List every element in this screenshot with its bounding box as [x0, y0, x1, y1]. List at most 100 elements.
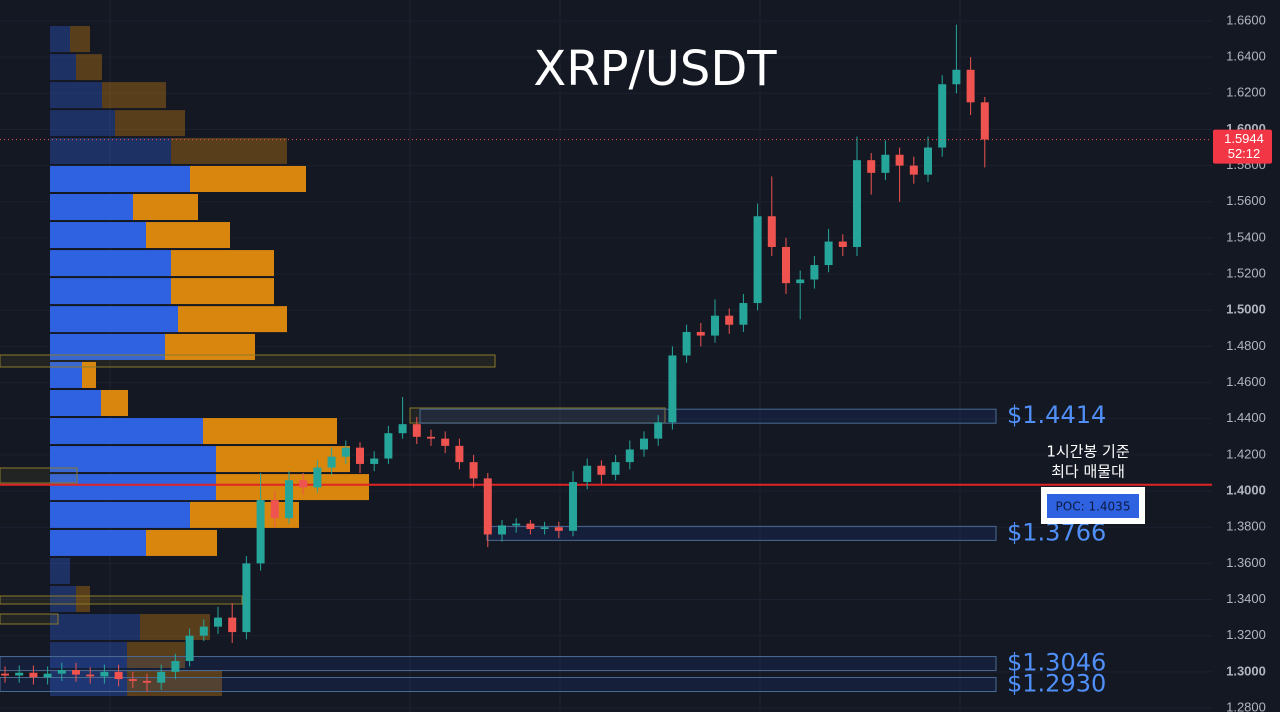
candle-body	[767, 216, 776, 247]
candle-body	[15, 672, 24, 676]
y-tick-label: 1.3800	[1226, 519, 1266, 534]
level-box	[486, 525, 997, 541]
profile-sell	[171, 278, 274, 305]
candle-body	[313, 467, 322, 488]
candle-body	[114, 671, 123, 680]
candle-body	[498, 525, 506, 535]
candle-body	[270, 500, 279, 519]
candle-body	[57, 670, 66, 674]
profile-sell	[101, 390, 128, 417]
chart-title: XRP/USDT	[533, 41, 777, 97]
candle-body	[583, 465, 592, 483]
candle-body	[185, 635, 194, 662]
candle-body	[356, 447, 364, 464]
candle-body	[171, 661, 180, 672]
candle-body	[214, 617, 222, 627]
profile-buy	[50, 333, 165, 360]
profile-buy	[50, 474, 216, 501]
profile-buy	[50, 614, 140, 641]
candles	[0, 24, 1212, 692]
candle-body	[43, 673, 52, 678]
candle-body	[909, 165, 918, 175]
y-tick-label: 1.4600	[1226, 374, 1266, 389]
level-box	[419, 408, 997, 424]
y-tick-label: 1.6400	[1226, 49, 1266, 64]
profile-buy	[50, 54, 76, 81]
y-tick-label: 1.3200	[1226, 627, 1266, 642]
candle-body	[384, 433, 393, 459]
candle-body	[398, 424, 407, 434]
levels: $1.4414$1.3766$1.3046$1.2930	[0, 401, 1212, 698]
candle-body	[952, 69, 961, 85]
y-tick-label: 1.2800	[1226, 699, 1266, 712]
profile-buy	[50, 501, 190, 528]
candle-body	[867, 160, 876, 173]
y-tick-label: 1.5000	[1226, 302, 1266, 317]
candle-body	[753, 216, 762, 304]
y-tick-label: 1.6200	[1226, 85, 1266, 100]
y-tick-label: 1.6600	[1226, 12, 1266, 27]
candle-body	[469, 462, 478, 479]
profile-sell	[102, 82, 166, 109]
level-label: $1.3046	[1007, 649, 1106, 677]
profile-sell	[190, 501, 299, 528]
candle-body	[299, 480, 308, 488]
profile-buy	[50, 446, 216, 473]
profile-sell	[146, 222, 230, 249]
candle-body	[625, 449, 634, 463]
candle-body	[455, 445, 464, 463]
candle-body	[441, 438, 450, 446]
candle-body	[796, 279, 805, 284]
candle-body	[100, 671, 109, 677]
candle-body	[327, 456, 336, 468]
profile-buy	[50, 222, 146, 249]
profile-sell	[82, 361, 96, 388]
candle-body	[483, 478, 492, 535]
candle-body	[611, 462, 620, 475]
candle-body	[597, 465, 606, 475]
level-box	[0, 677, 997, 693]
candle-body	[966, 69, 975, 103]
profile-buy	[50, 529, 146, 556]
y-tick-label: 1.4000	[1226, 482, 1266, 497]
candle-body	[640, 438, 648, 450]
candle-body	[256, 500, 265, 564]
grid	[0, 20, 1212, 709]
profile-sell	[203, 418, 337, 445]
profile-buy	[50, 82, 102, 109]
profile-sell	[133, 194, 198, 221]
candle-body	[128, 679, 137, 681]
candle-body	[427, 436, 435, 439]
y-tick-label: 1.5600	[1226, 193, 1266, 208]
profile-sell	[140, 614, 210, 641]
zone	[0, 613, 59, 625]
profile-buy	[50, 306, 178, 333]
last-price-box	[1213, 129, 1272, 164]
y-tick-label: 1.3400	[1226, 591, 1266, 606]
vertical-grid	[109, 0, 961, 712]
candle-body	[654, 422, 663, 439]
candle-body	[143, 680, 151, 683]
price-axis: 1.66001.64001.62001.60001.58001.56001.54…	[1213, 12, 1272, 712]
candle-body	[682, 331, 691, 356]
poc-label: POC: 1.4035	[1056, 500, 1131, 514]
candle-body	[668, 355, 677, 423]
candle-body	[228, 617, 237, 633]
y-tick-label: 1.4400	[1226, 410, 1266, 425]
poc-box	[1047, 494, 1139, 518]
candle-body	[512, 523, 521, 526]
profile-buy	[50, 26, 70, 53]
profile-buy	[50, 110, 115, 137]
profile-buy	[50, 250, 171, 277]
profile-sell	[70, 26, 90, 53]
candle-body	[29, 672, 38, 678]
zone	[0, 354, 496, 368]
candle-body	[824, 241, 833, 266]
zone	[0, 467, 78, 484]
profile-buy	[50, 585, 76, 612]
candle-body	[711, 315, 719, 336]
profile-buy	[50, 557, 70, 584]
candle-body	[782, 246, 790, 284]
profile-buy	[50, 390, 101, 417]
